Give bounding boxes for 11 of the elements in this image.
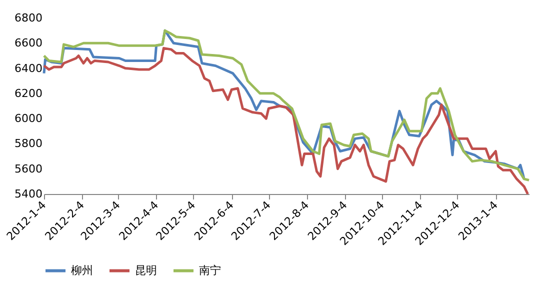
y-tick-label: 6400	[14, 62, 42, 75]
y-tick-label: 6600	[14, 36, 42, 50]
y-tick-label: 5800	[14, 137, 42, 150]
y-tick-label: 5400	[14, 188, 42, 200]
legend-label: 昆明	[135, 264, 157, 277]
y-tick-label: 6800	[14, 12, 42, 24]
y-tick-label: 6000	[14, 112, 42, 126]
legend-label: 柳州	[71, 264, 93, 277]
y-tick-label: 6200	[14, 86, 42, 100]
legend-label: 南宁	[199, 264, 221, 277]
y-tick-label: 5600	[14, 162, 42, 176]
